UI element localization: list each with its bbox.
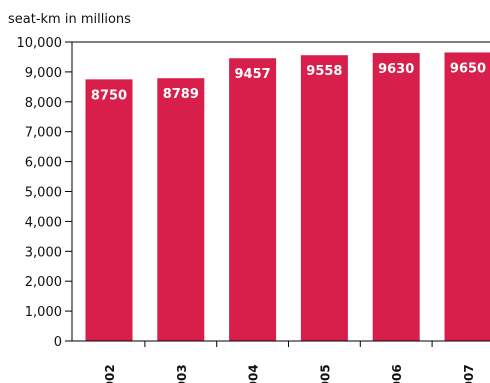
bar-data-label: 9630: [378, 62, 414, 77]
x-tick-label: 2003: [175, 364, 189, 383]
bar-data-label: 8789: [163, 87, 199, 102]
y-tick-label: 6,000: [25, 156, 62, 171]
y-tick-label: 10,000: [17, 36, 63, 51]
y-tick-label: 9,000: [25, 66, 62, 81]
y-tick-label: 2,000: [25, 275, 62, 290]
x-tick-label: 2005: [318, 364, 332, 383]
bar-data-label: 9558: [306, 64, 342, 79]
bars: 8750 8789 9457 9558 9630 9650: [85, 52, 490, 342]
bar-data-label: 9457: [235, 67, 271, 82]
bar-data-label: 9650: [450, 61, 486, 76]
y-axis-title: seat-km in millions: [8, 12, 131, 27]
x-tick-label: 2002: [103, 364, 117, 383]
y-tick-label: 7,000: [25, 126, 62, 141]
x-tick-label: 2007: [462, 364, 476, 383]
bar-data-label: 8750: [91, 88, 127, 103]
bar: [229, 58, 277, 342]
x-axis-labels: 2002 2003 2004 2005 2006 2007: [103, 341, 476, 383]
y-tick-label: 3,000: [25, 245, 62, 260]
y-tick-label: 1,000: [25, 305, 62, 320]
y-tick-label: 5,000: [25, 186, 62, 201]
bar: [85, 79, 133, 341]
x-tick-label: 2004: [247, 364, 261, 383]
y-tick-label: 8,000: [25, 96, 62, 111]
bar: [157, 78, 205, 342]
y-axis-ticks: 0 1,000 2,000 3,000 4,000 5,000 6,000 7,000 8,00…: [17, 36, 72, 350]
bar: [300, 55, 348, 342]
x-tick-label: 2006: [390, 364, 404, 383]
bar: [372, 53, 420, 342]
y-tick-label: 4,000: [25, 215, 62, 230]
bar: [444, 52, 490, 342]
y-tick-label: 0: [54, 335, 62, 350]
